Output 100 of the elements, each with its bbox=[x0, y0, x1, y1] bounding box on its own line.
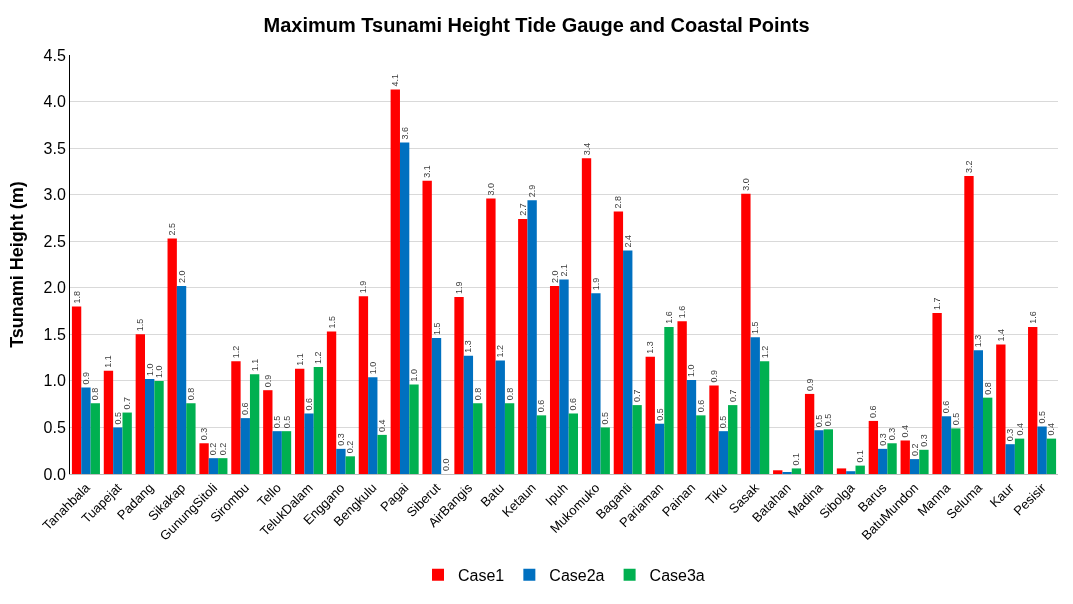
y-tick-label: 4.5 bbox=[43, 46, 66, 64]
data-label: 0.4 bbox=[1046, 423, 1057, 436]
bar bbox=[932, 312, 942, 474]
data-label: 0.3 bbox=[877, 433, 888, 446]
bar bbox=[887, 443, 897, 474]
y-tick-label: 0.0 bbox=[43, 465, 66, 483]
data-label: 1.2 bbox=[759, 345, 770, 359]
data-label: 0.2 bbox=[345, 440, 356, 454]
bar bbox=[390, 89, 400, 474]
data-label: 0.4 bbox=[1014, 423, 1025, 436]
bar bbox=[504, 403, 515, 474]
data-label: 1.2 bbox=[230, 345, 241, 359]
data-label: 3.1 bbox=[422, 165, 433, 178]
bar bbox=[473, 403, 483, 474]
data-label: 0.1 bbox=[791, 452, 802, 466]
bar bbox=[996, 344, 1006, 474]
bar bbox=[409, 384, 419, 474]
bar bbox=[909, 459, 920, 474]
bar bbox=[591, 293, 601, 474]
data-label: 0.9 bbox=[262, 374, 273, 388]
data-label: 0.9 bbox=[80, 371, 91, 385]
data-label: 0.8 bbox=[185, 387, 196, 401]
y-tick-label: 4.0 bbox=[43, 93, 66, 111]
data-label: 0.8 bbox=[90, 387, 101, 401]
data-label: 4.1 bbox=[390, 73, 401, 87]
legend-label: Case2a bbox=[549, 566, 605, 584]
bar bbox=[613, 211, 624, 474]
data-label: 0.6 bbox=[536, 399, 547, 413]
data-label: 1.3 bbox=[645, 341, 656, 354]
data-label: 0.8 bbox=[504, 387, 515, 401]
data-label: 1.5 bbox=[326, 316, 337, 329]
data-label: 0.7 bbox=[727, 389, 738, 403]
y-tick-label: 1.0 bbox=[43, 372, 66, 390]
data-label: 2.8 bbox=[613, 195, 624, 209]
data-label: 1.1 bbox=[294, 353, 305, 366]
data-label: 0.9 bbox=[804, 378, 815, 391]
y-tick-label: 0.5 bbox=[43, 419, 66, 437]
y-axis-title: Tsunami Height (m) bbox=[6, 181, 27, 348]
bar bbox=[368, 377, 378, 474]
data-label: 0.0 bbox=[440, 458, 451, 471]
bar bbox=[295, 368, 305, 474]
data-label: 0.8 bbox=[472, 387, 483, 401]
bar bbox=[231, 361, 241, 474]
bar bbox=[377, 434, 387, 474]
data-label: 1.9 bbox=[454, 281, 465, 295]
data-label: 0.5 bbox=[600, 411, 611, 425]
bar bbox=[878, 448, 888, 474]
data-label: 0.8 bbox=[982, 382, 993, 395]
bar bbox=[696, 415, 706, 474]
data-label: 0.4 bbox=[900, 424, 911, 438]
data-label: 1.8 bbox=[71, 290, 82, 304]
bar bbox=[664, 326, 674, 474]
bar bbox=[855, 465, 865, 474]
data-label: 2.1 bbox=[559, 263, 569, 277]
y-tick-label: 1.5 bbox=[43, 325, 66, 343]
bar bbox=[728, 405, 738, 474]
data-label: 3.2 bbox=[963, 160, 974, 174]
legend-label: Case1 bbox=[458, 566, 505, 584]
bar bbox=[495, 360, 505, 474]
data-label: 3.0 bbox=[740, 178, 751, 191]
bar bbox=[358, 296, 369, 474]
data-label: 0.2 bbox=[208, 442, 219, 456]
bar bbox=[623, 250, 633, 474]
data-label: 0.5 bbox=[718, 415, 729, 429]
bar bbox=[791, 468, 802, 474]
data-label: 1.0 bbox=[144, 363, 155, 377]
data-label: 2.4 bbox=[622, 235, 633, 248]
data-label: 1.9 bbox=[358, 280, 369, 294]
bar bbox=[240, 418, 250, 474]
bar bbox=[326, 331, 337, 474]
data-label: 1.9 bbox=[590, 277, 601, 291]
data-label: 3.4 bbox=[581, 142, 592, 156]
bar bbox=[686, 379, 697, 474]
bar bbox=[90, 403, 100, 474]
data-label: 0.3 bbox=[887, 427, 898, 441]
bar bbox=[167, 238, 177, 474]
bar bbox=[632, 405, 642, 474]
bar bbox=[581, 158, 592, 474]
bar bbox=[113, 427, 123, 474]
data-label: 3.6 bbox=[399, 127, 410, 140]
bar bbox=[422, 180, 432, 474]
data-label: 0.5 bbox=[281, 415, 292, 429]
data-label: 0.6 bbox=[941, 400, 952, 414]
legend-label: Case3a bbox=[649, 566, 705, 584]
bar bbox=[1014, 438, 1025, 474]
bar bbox=[518, 218, 528, 474]
data-label: 1.5 bbox=[750, 321, 761, 335]
bar bbox=[919, 449, 929, 474]
bar bbox=[814, 430, 824, 474]
bar bbox=[431, 338, 442, 474]
data-label: 1.6 bbox=[677, 305, 688, 319]
bar bbox=[527, 200, 537, 474]
bar bbox=[645, 356, 655, 474]
bar bbox=[773, 470, 783, 474]
data-label: 0.2 bbox=[217, 442, 228, 456]
bar bbox=[568, 413, 579, 474]
data-label: 0.7 bbox=[632, 389, 643, 403]
data-label: 0.1 bbox=[855, 450, 866, 463]
data-label: 0.9 bbox=[709, 370, 720, 383]
bar bbox=[199, 443, 209, 474]
